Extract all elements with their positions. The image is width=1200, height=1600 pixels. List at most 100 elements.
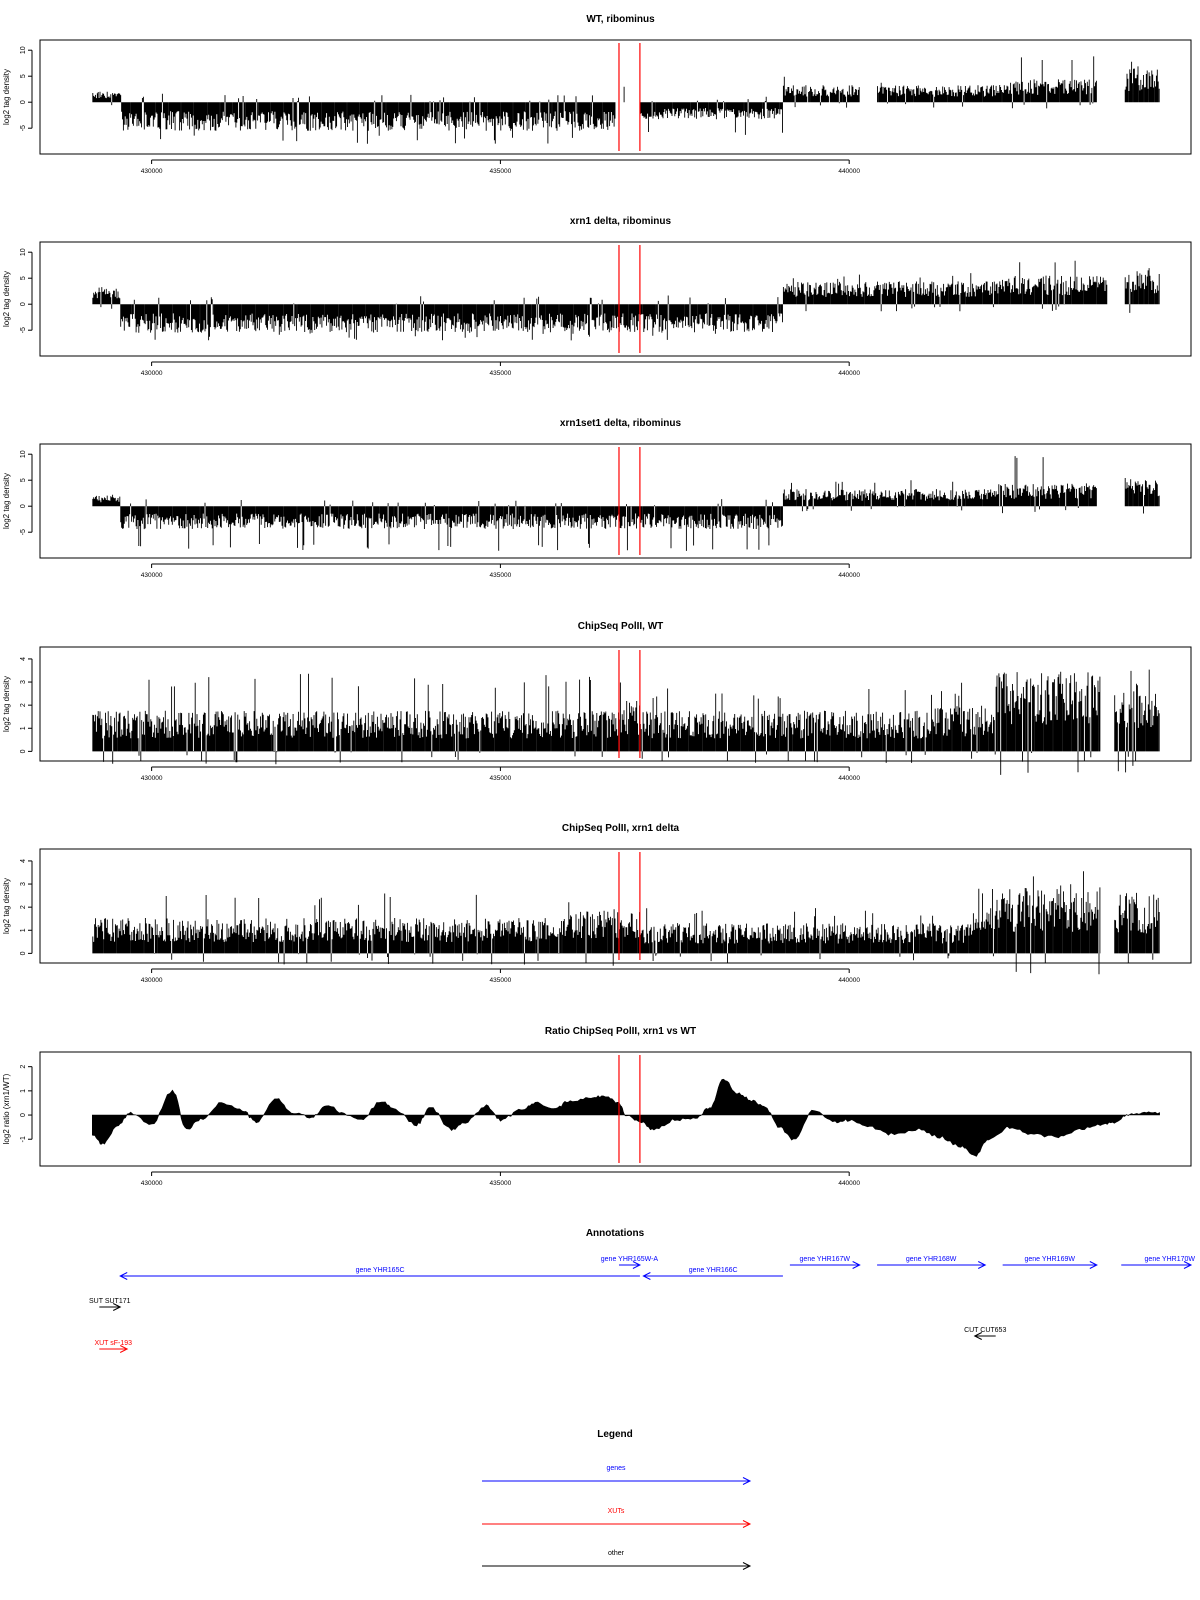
y-tick-label: 10: [20, 46, 27, 54]
chart-panel: xrn1set1 delta, ribominus log2 tag densit…: [2, 418, 1192, 579]
y-axis-label: log2 tag density: [2, 878, 11, 934]
signal-bars: [92, 871, 1160, 975]
x-tick-label: 440000: [838, 572, 860, 579]
annotation-feature: gene YHR166C: [642, 1267, 783, 1280]
y-tick-label: 4: [20, 859, 27, 863]
x-tick-label: 430000: [141, 168, 163, 175]
x-tick-label: 440000: [838, 977, 860, 984]
arrow-head: [742, 1477, 752, 1485]
annotation-feature: gene YHR167W: [789, 1256, 861, 1269]
plot-frame: [39, 443, 1192, 559]
feature-label: gene YHR170W: [1145, 1256, 1196, 1263]
y-tick-label: 10: [20, 248, 27, 256]
arrow-head: [742, 1520, 752, 1528]
y-axis-label: log2 ratio (xrn1/WT): [2, 1073, 11, 1144]
arrow-head: [112, 1303, 122, 1311]
legend-item: other: [482, 1550, 752, 1570]
data-marks: [92, 56, 1160, 144]
y-tick-label: 1: [20, 726, 27, 730]
feature-arrow: [1002, 1261, 1098, 1269]
y-tick-label: 0: [20, 302, 27, 306]
feature-label: gene YHR165W-A: [601, 1256, 659, 1263]
chart-title: WT, ribominus: [586, 14, 655, 25]
signal-bars: [92, 456, 1160, 551]
chart-panel: WT, ribominus log2 tag density -5 0 5 10 43000…: [2, 14, 1192, 175]
x-tick-label: 430000: [141, 370, 163, 377]
chart-panel: Ratio ChipSeq PolII, xrn1 vs WT log2 rati…: [2, 1026, 1192, 1187]
y-tick-label: 3: [20, 680, 27, 684]
annotation-feature: gene YHR165C: [119, 1267, 640, 1280]
plot-frame: [39, 848, 1192, 964]
arrow-head: [977, 1261, 987, 1269]
signal-bars: [92, 56, 1160, 144]
data-marks: [92, 456, 1160, 551]
feature-arrow: [119, 1272, 640, 1280]
legend-arrow: [482, 1562, 752, 1570]
y-tick-label: 5: [20, 276, 27, 280]
plot-frame: [39, 646, 1192, 762]
y-tick-label: 0: [20, 951, 27, 955]
annotations-title: Annotations: [586, 1228, 645, 1239]
arrow-head: [742, 1562, 752, 1570]
feature-label: gene YHR166C: [689, 1267, 738, 1274]
y-tick-label: 0: [20, 100, 27, 104]
ratio-area: [92, 1078, 1160, 1157]
feature-arrow: [99, 1345, 129, 1353]
x-tick-label: 435000: [490, 370, 512, 377]
x-tick-label: 440000: [838, 775, 860, 782]
x-tick-label: 430000: [141, 1180, 163, 1187]
y-tick-label: 0: [20, 504, 27, 508]
x-tick-label: 440000: [838, 370, 860, 377]
legend: Legend genes XUTs other: [482, 1429, 752, 1570]
y-axis-label: log2 tag density: [2, 69, 11, 125]
data-marks: [92, 871, 1160, 975]
y-tick-label: -5: [20, 125, 27, 131]
y-tick-label: 1: [20, 1089, 27, 1093]
legend-item: genes: [482, 1465, 752, 1485]
feature-label: gene YHR167W: [800, 1256, 851, 1263]
y-tick-label: 5: [20, 478, 27, 482]
annotation-feature: gene YHR165W-A: [601, 1256, 659, 1269]
chart-panel: xrn1 delta, ribominus log2 tag density -5 0…: [2, 216, 1192, 377]
y-tick-label: 0: [20, 1113, 27, 1117]
arrow-head: [119, 1345, 129, 1353]
plot-frame: [39, 39, 1192, 155]
y-tick-label: 2: [20, 905, 27, 909]
annotation-feature: SUT SUT171: [89, 1298, 131, 1311]
x-tick-label: 440000: [838, 168, 860, 175]
legend-label: other: [608, 1550, 625, 1557]
y-tick-label: 2: [20, 1065, 27, 1069]
y-axis-label: log2 tag density: [2, 271, 11, 327]
x-tick-label: 435000: [490, 1180, 512, 1187]
arrow-head: [973, 1332, 982, 1340]
x-tick-label: 430000: [141, 977, 163, 984]
chart-title: Ratio ChipSeq PolII, xrn1 vs WT: [545, 1026, 696, 1037]
arrow-head: [852, 1261, 861, 1269]
legend-title: Legend: [597, 1429, 633, 1440]
chart-title: ChipSeq PolII, xrn1 delta: [562, 823, 680, 834]
legend-arrow: [482, 1477, 752, 1485]
y-tick-label: 3: [20, 882, 27, 886]
feature-arrow: [618, 1261, 642, 1269]
feature-label: XUT sF-193: [94, 1340, 132, 1347]
feature-arrow: [1121, 1261, 1193, 1269]
arrow-head: [642, 1272, 651, 1280]
chart-panel: ChipSeq PolII, xrn1 delta log2 tag densit…: [2, 823, 1192, 984]
y-tick-label: 0: [20, 749, 27, 753]
legend-items: genes XUTs other: [482, 1465, 752, 1570]
feature-label: gene YHR169W: [1025, 1256, 1076, 1263]
plot-frame: [39, 241, 1192, 357]
arrow-head: [119, 1272, 128, 1280]
legend-label: genes: [606, 1465, 626, 1472]
x-tick-label: 435000: [490, 572, 512, 579]
feature-arrow: [973, 1332, 996, 1340]
signal-bars: [92, 260, 1160, 341]
legend-label: XUTs: [608, 1508, 625, 1515]
annotations-track: Annotations gene YHR165C gene YHR165W-A ge…: [89, 1228, 1195, 1353]
feature-label: CUT CUT653: [964, 1327, 1006, 1334]
annotation-feature: gene YHR170W: [1121, 1256, 1195, 1269]
feature-arrow: [642, 1272, 783, 1280]
plot-frame: [39, 1051, 1192, 1167]
x-tick-label: 435000: [490, 977, 512, 984]
